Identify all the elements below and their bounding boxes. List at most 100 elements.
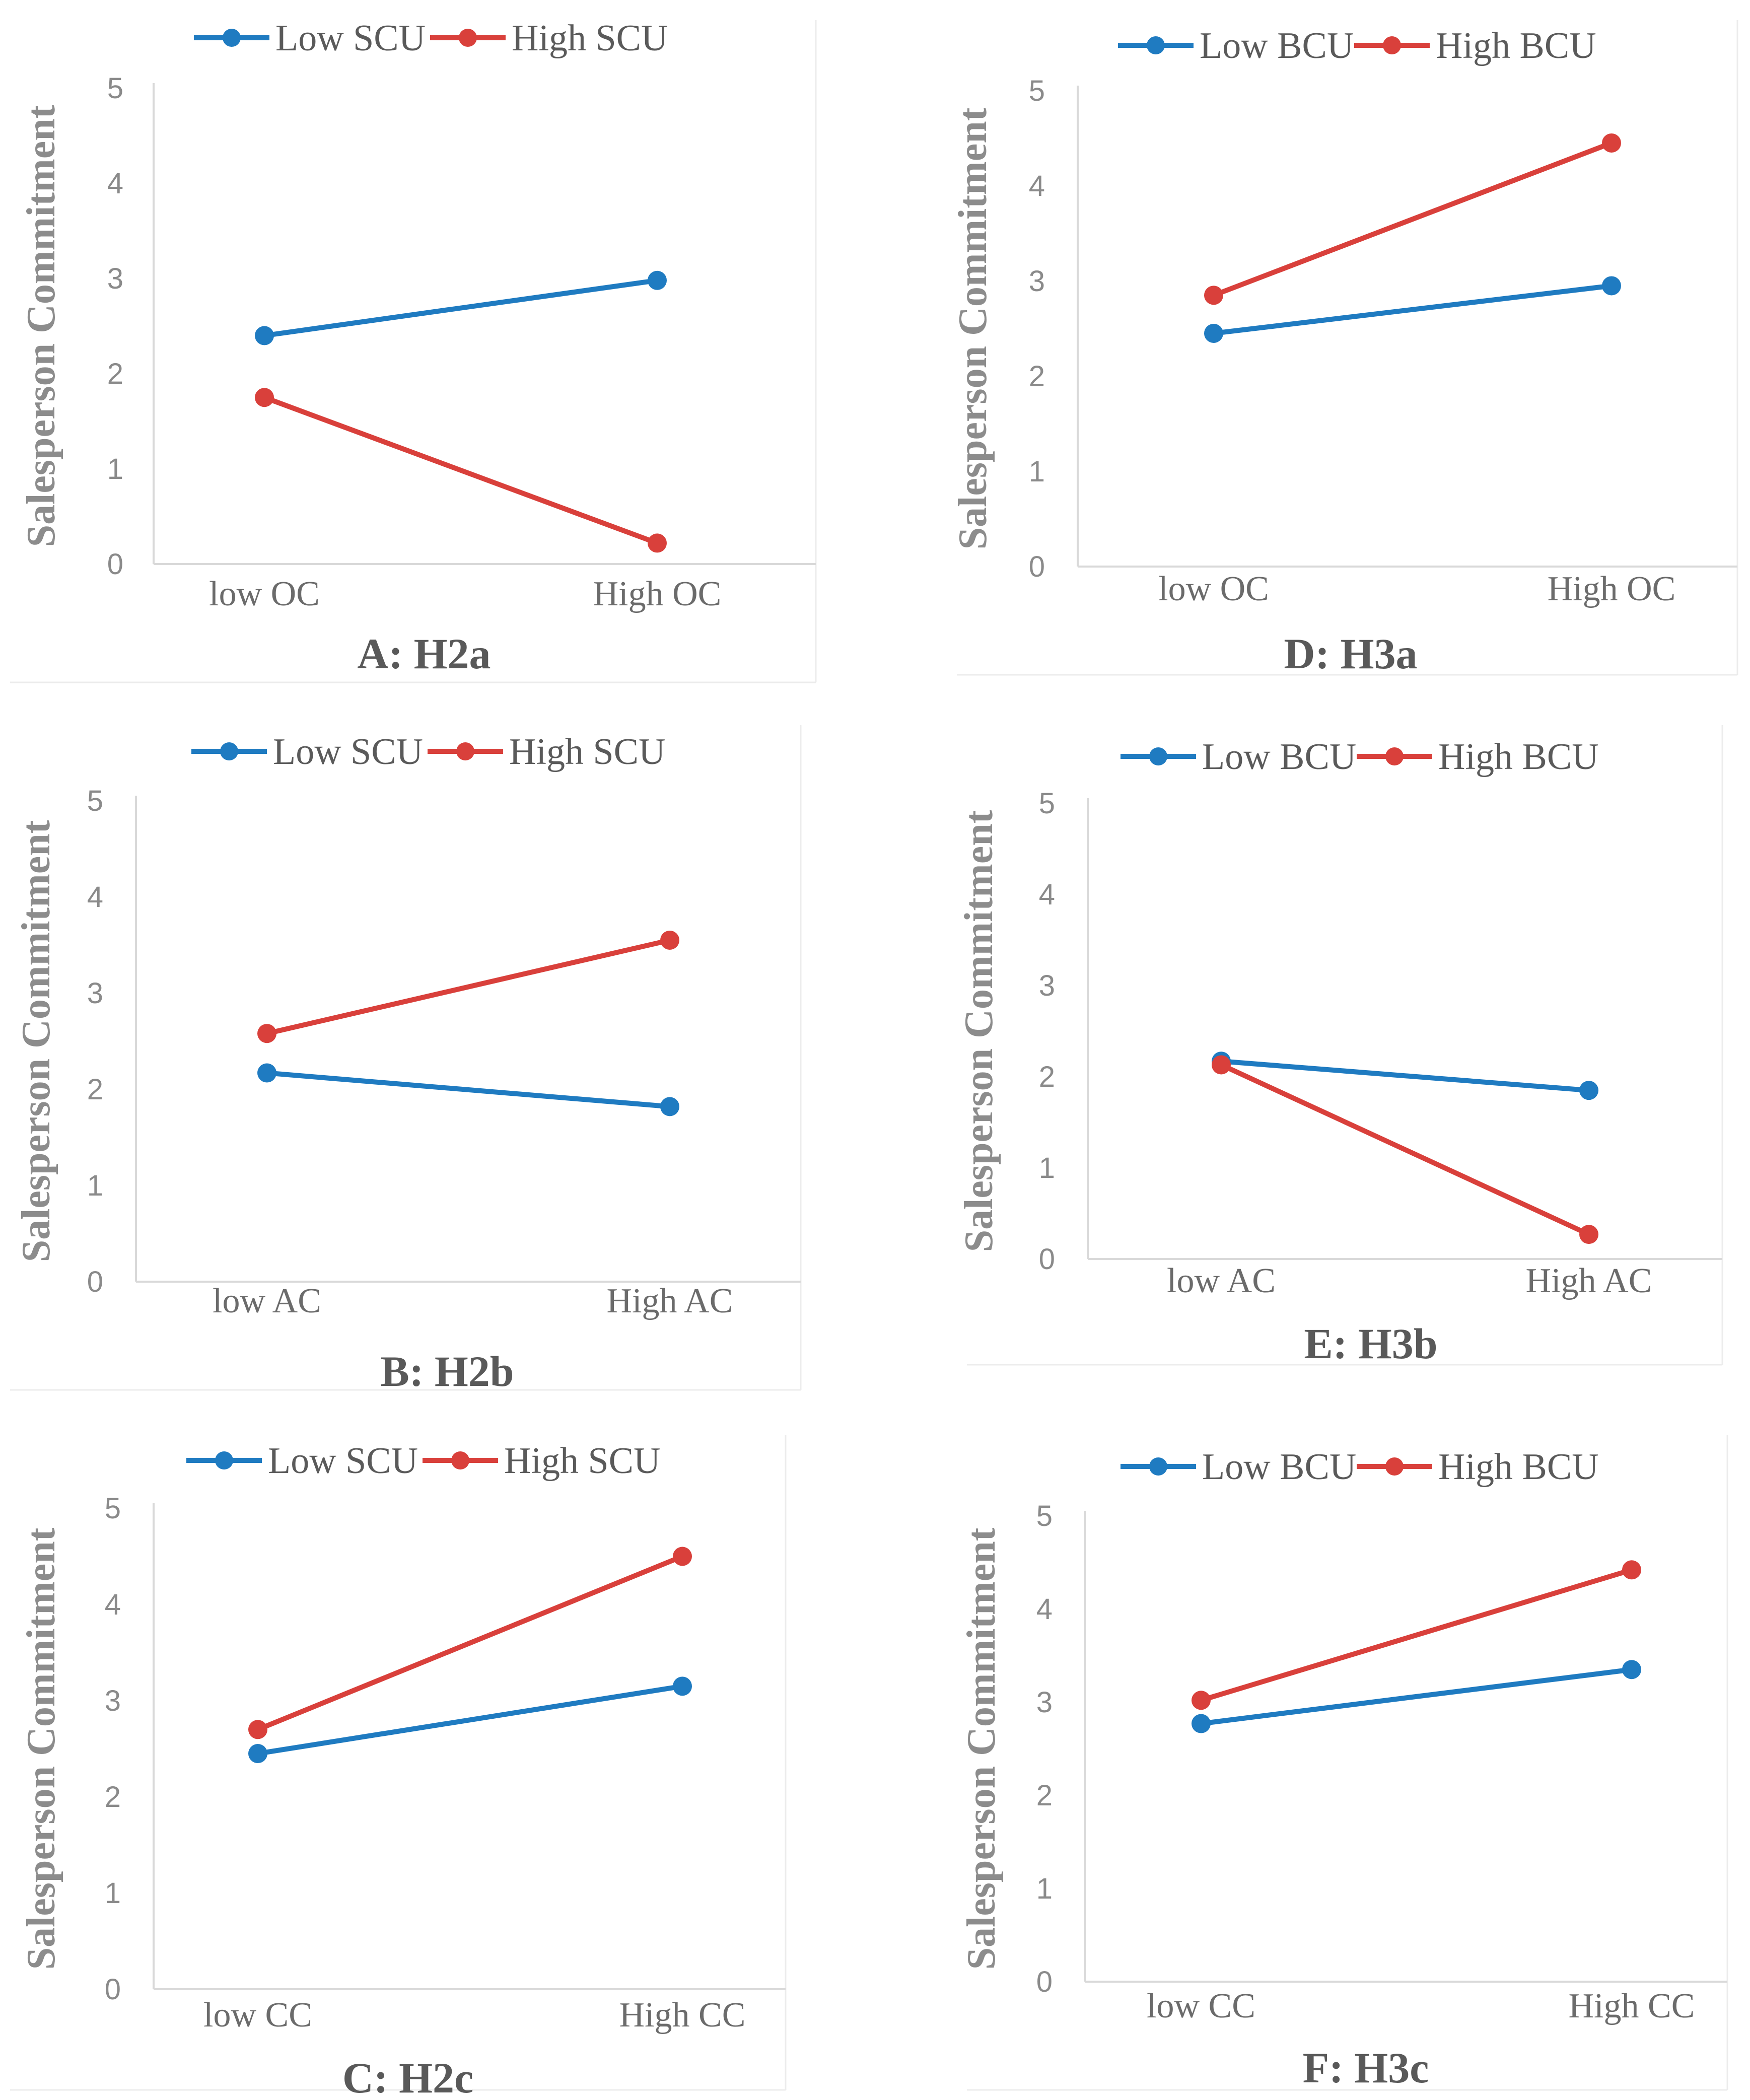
y-axis-title: Salesperson Commitment (19, 105, 63, 547)
series-line-high (264, 937, 672, 1036)
data-point-low (673, 1676, 692, 1696)
data-point-high (1579, 1225, 1598, 1244)
x-category-label: High OC (1548, 570, 1676, 608)
y-tick-label: 0 (1036, 1966, 1053, 1998)
y-axis-title: Salesperson Commitment (959, 1527, 1004, 1970)
y-axis-title: Salesperson Commitment (957, 810, 1001, 1252)
y-tick-label: 1 (87, 1169, 103, 1202)
series-line-high (1211, 140, 1614, 298)
legend-entry: High BCU (1438, 1446, 1599, 1488)
y-tick-label: 3 (87, 977, 103, 1010)
y-tick-label: 5 (107, 72, 123, 105)
y-tick-label: 3 (1029, 265, 1045, 298)
y-tick-label: 0 (1029, 550, 1045, 583)
y-tick-label: 3 (105, 1685, 121, 1717)
data-point-low (648, 270, 667, 290)
data-point-low (255, 326, 274, 345)
series-line-high (262, 395, 660, 546)
y-tick-label: 2 (87, 1073, 103, 1106)
series-line-low (1199, 1667, 1634, 1726)
y-tick-label: 0 (87, 1266, 103, 1298)
legend-marker (1385, 1457, 1404, 1476)
data-point-high (257, 1024, 276, 1043)
y-tick-label: 4 (105, 1588, 121, 1621)
data-point-high (255, 388, 274, 407)
data-point-high (1622, 1560, 1641, 1580)
x-category-label: low AC (213, 1282, 321, 1320)
data-point-low (248, 1744, 267, 1764)
y-axis-title: Salesperson Commitment (19, 1527, 63, 1970)
series-line-low (1211, 283, 1614, 336)
legend-entry: High SCU (512, 18, 668, 59)
x-category-label: High CC (619, 1996, 746, 2035)
panel-E: 0 1 2 3 4 5 low AC High AC Salesperson Commitmen… (957, 725, 1723, 1368)
legend-marker (1149, 747, 1167, 765)
x-category-label: low CC (1147, 1987, 1255, 2025)
y-tick-label: 1 (105, 1877, 121, 1910)
panel-C: 0 1 2 3 4 5 low CC High CC Salesperson Commitmen… (10, 1435, 787, 2100)
data-point-low (1622, 1660, 1641, 1679)
data-point-low (1192, 1714, 1211, 1733)
y-tick-label: 4 (1029, 170, 1045, 202)
x-category-label: High AC (1526, 1262, 1652, 1300)
data-point-high (1212, 1055, 1231, 1075)
data-point-high (248, 1720, 267, 1739)
y-tick-label: 2 (1036, 1779, 1053, 1812)
y-tick-label: 3 (1039, 969, 1055, 1002)
panel-A: 0 1 2 3 4 5 low OC High OC Salesperson Commitmen… (10, 18, 817, 683)
x-category-label: High OC (593, 575, 722, 613)
y-tick-label: 4 (87, 881, 103, 914)
legend-marker (459, 29, 477, 47)
panel-caption: A: H2a (357, 629, 491, 678)
legend-entry: Low SCU (268, 1440, 418, 1482)
y-tick-label: 1 (1039, 1152, 1055, 1184)
panel-caption: C: H2c (342, 2054, 473, 2100)
legend-marker (1147, 36, 1165, 54)
panel-F: 0 1 2 3 4 5 low CC High CC Salesperson Commitmen… (959, 1435, 1728, 2092)
y-tick-label: 1 (1036, 1872, 1053, 1905)
panel-caption: D: H3a (1284, 629, 1417, 678)
data-point-low (1579, 1081, 1598, 1100)
y-tick-label: 5 (105, 1492, 121, 1525)
y-tick-label: 4 (107, 167, 123, 200)
x-category-label: low OC (1158, 570, 1269, 608)
x-category-label: low CC (203, 1996, 312, 2035)
legend-entry: Low SCU (275, 18, 426, 59)
x-category-label: High AC (607, 1282, 733, 1320)
series-line-low (255, 1684, 685, 1757)
panel-caption: F: H3c (1303, 2044, 1429, 2092)
data-point-high (1204, 286, 1223, 305)
x-category-label: low AC (1167, 1262, 1276, 1300)
y-tick-label: 5 (1029, 75, 1045, 107)
panel-caption: B: H2b (380, 1347, 514, 1395)
y-axis-title: Salesperson Commitment (951, 107, 995, 549)
y-tick-label: 3 (107, 262, 123, 295)
series-line-low (264, 1070, 672, 1109)
y-tick-label: 2 (1039, 1061, 1055, 1093)
data-point-high (1192, 1691, 1211, 1710)
legend-marker (223, 29, 241, 47)
legend-entry: Low BCU (1202, 736, 1356, 778)
legend-entry: High SCU (504, 1440, 660, 1482)
y-tick-label: 2 (1029, 360, 1045, 393)
y-tick-label: 0 (1039, 1243, 1055, 1276)
x-category-label: High CC (1569, 1987, 1695, 2025)
legend-marker (215, 1451, 233, 1469)
data-point-high (673, 1547, 692, 1566)
legend-entry: High BCU (1436, 25, 1596, 66)
y-tick-label: 4 (1039, 878, 1055, 911)
y-tick-label: 1 (1029, 455, 1045, 488)
legend-marker (220, 742, 238, 760)
legend-entry: Low BCU (1200, 25, 1354, 66)
series-line-high (1199, 1567, 1634, 1703)
panel-D: 0 1 2 3 4 5 low OC High OC Salesperson Commitmen… (951, 20, 1738, 678)
legend-marker (451, 1451, 469, 1469)
y-tick-label: 2 (105, 1781, 121, 1813)
y-tick-label: 3 (1036, 1686, 1053, 1719)
legend-entry: Low SCU (273, 731, 423, 773)
y-tick-label: 0 (107, 548, 123, 581)
data-point-high (660, 930, 679, 950)
legend-entry: Low BCU (1202, 1446, 1356, 1488)
data-point-low (1602, 276, 1621, 296)
